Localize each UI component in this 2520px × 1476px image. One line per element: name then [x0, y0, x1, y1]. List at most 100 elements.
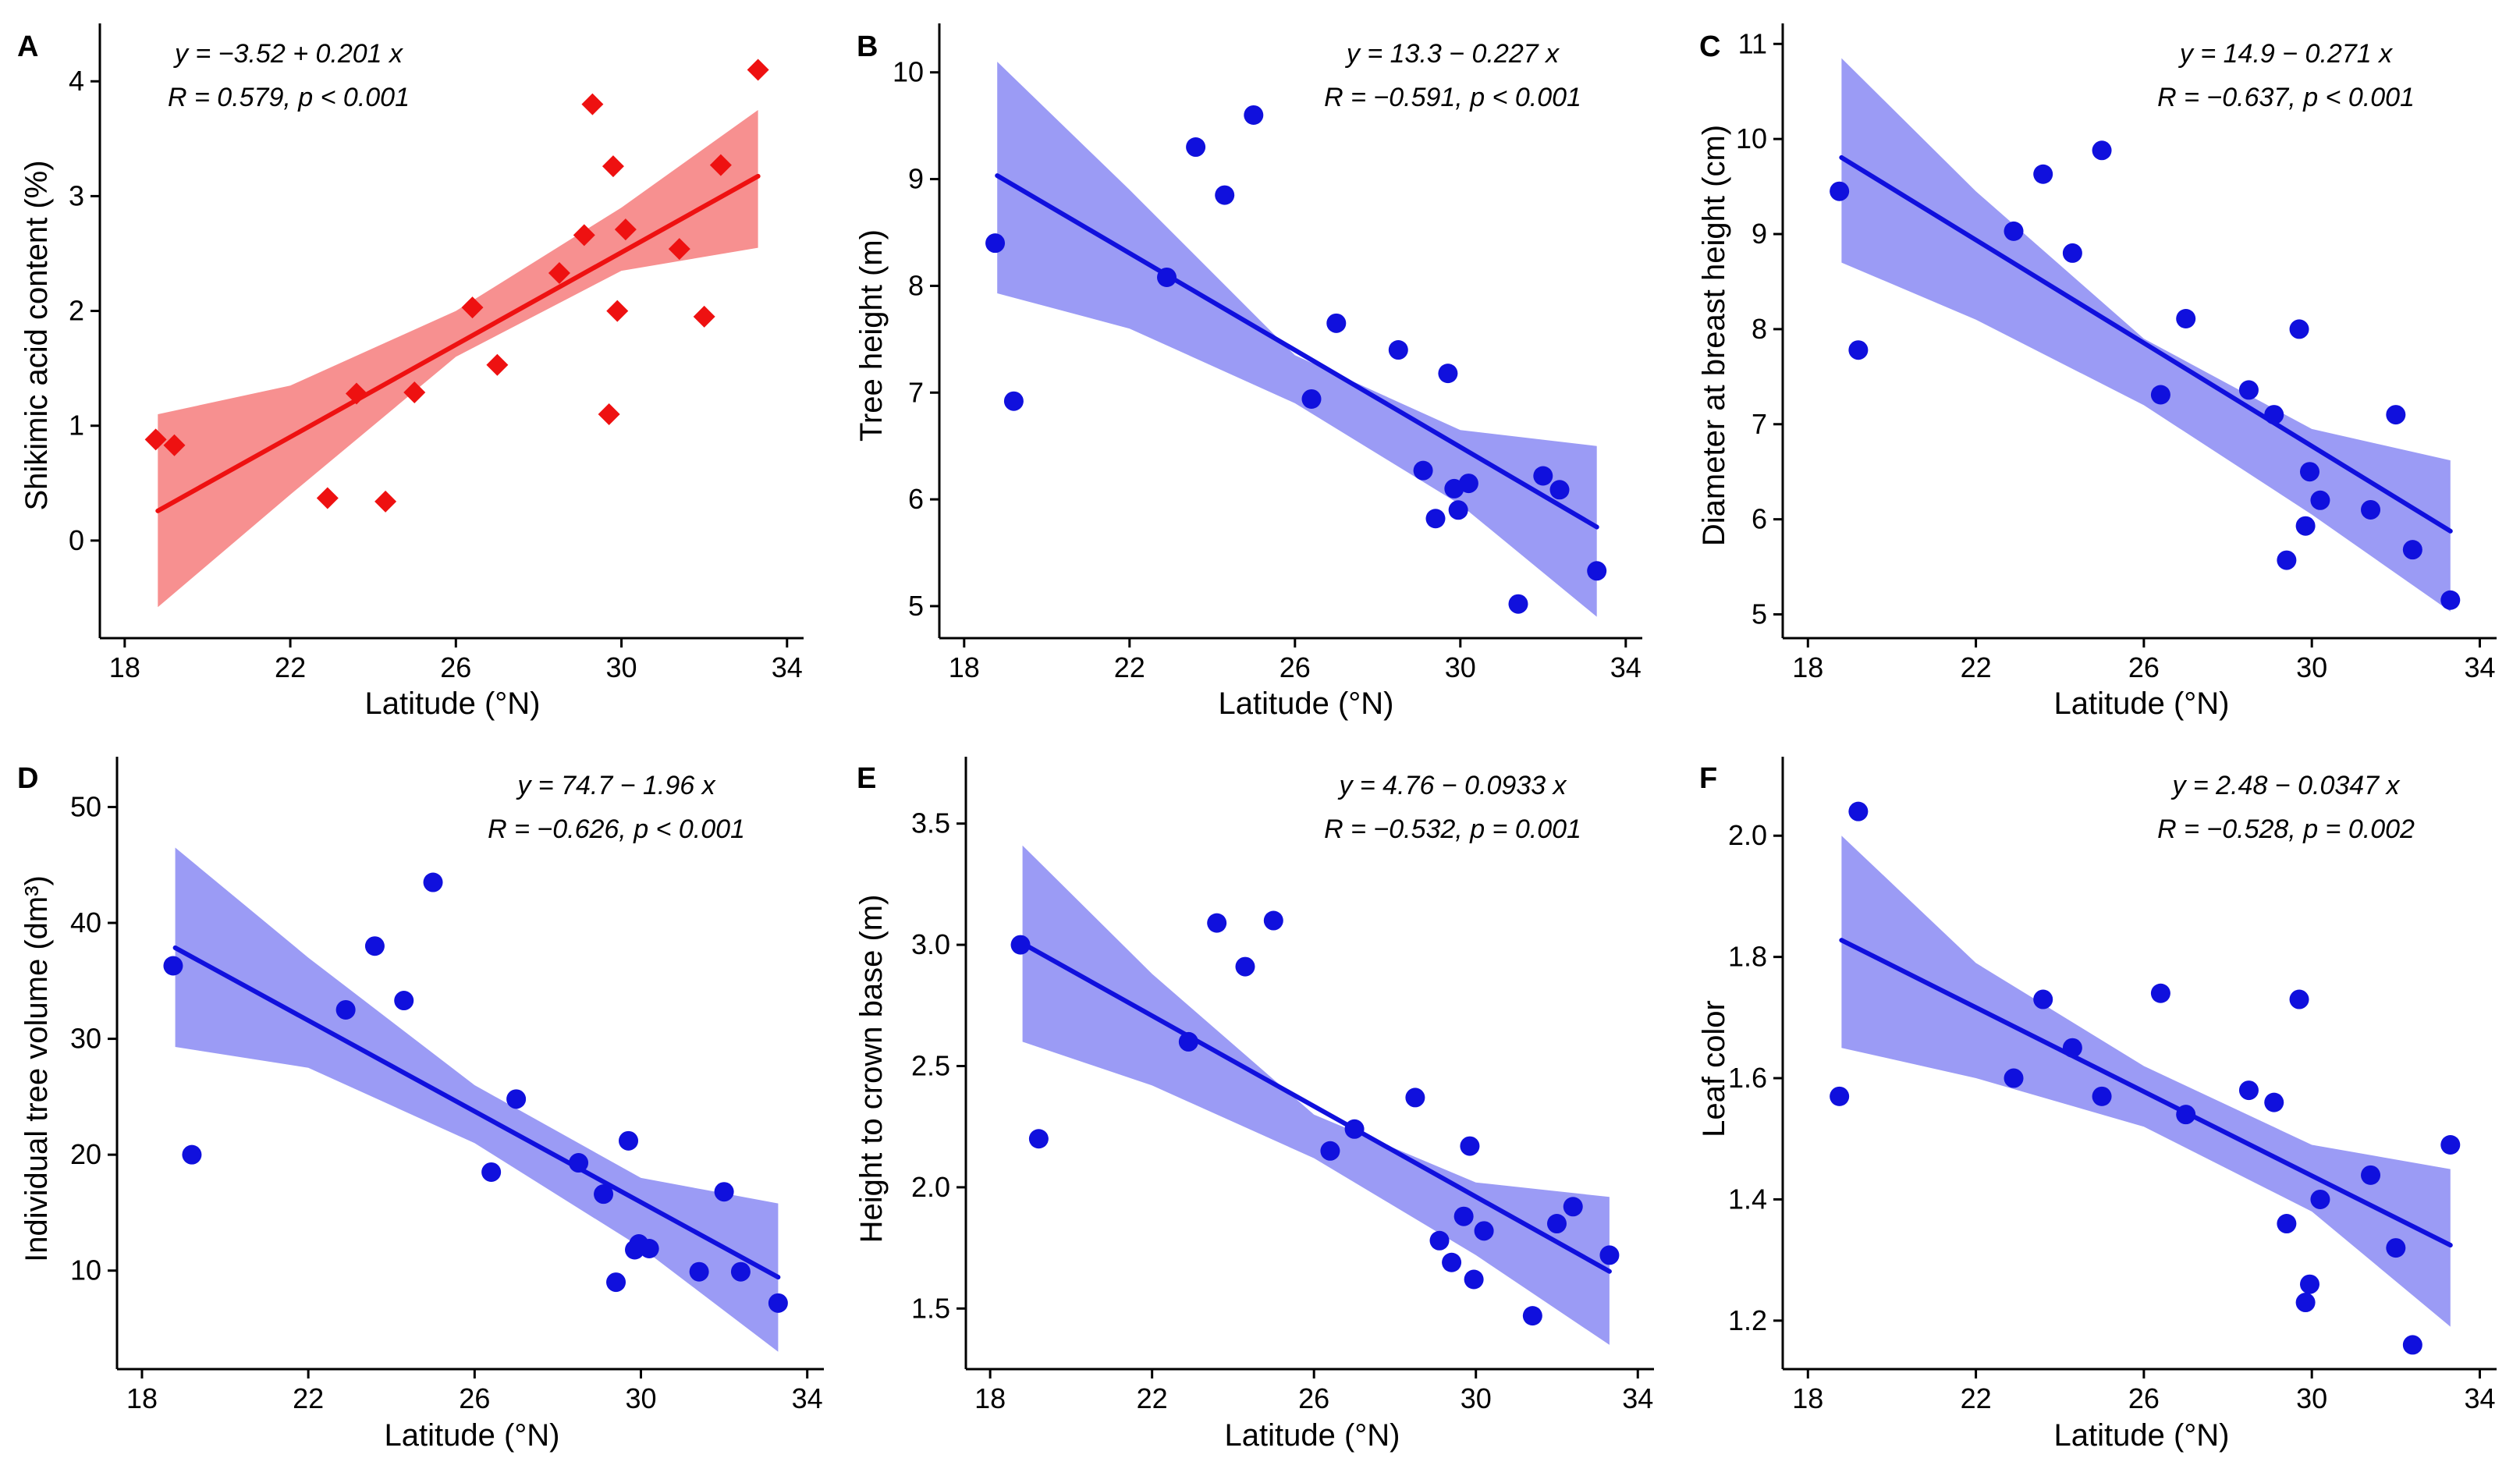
panel-d-x-tick-label: 26: [459, 1382, 490, 1414]
panel-a-equation: y = −3.52 + 0.201 x: [173, 39, 403, 69]
panel-f-data-point: [2092, 1086, 2112, 1106]
panel-d-data-point: [569, 1153, 589, 1173]
panel-f-data-point: [2295, 1293, 2316, 1313]
panel-d-data-point: [606, 1272, 626, 1293]
panel-a-x-tick-label: 18: [109, 651, 140, 683]
panel-b-x-axis-label: Latitude (°N): [1219, 687, 1394, 721]
panel-d-y-tick-label: 40: [70, 907, 101, 938]
panel-b-data-point: [1215, 185, 1235, 205]
panel-f-data-point: [2386, 1238, 2406, 1258]
panel-e-x-tick-label: 34: [1622, 1382, 1653, 1414]
panel-c-data-point: [2238, 380, 2259, 400]
panel-b-x-tick-label: 18: [949, 651, 980, 683]
panel-f-data-point: [2238, 1080, 2259, 1101]
panel-e-data-point: [1235, 956, 1255, 977]
panel-b-data-point: [1388, 340, 1408, 360]
panel-a-y-tick-label: 2: [69, 295, 84, 327]
panel-b-data-point: [1508, 594, 1528, 614]
panel-e-data-point: [1546, 1214, 1567, 1234]
panel-e-data-point: [1599, 1245, 1620, 1265]
panel-b-data-point: [1326, 313, 1347, 333]
panel-b-y-tick-label: 5: [908, 590, 924, 622]
panel-e: E 18 22 26 30 34 1.5 2.0 2.5 3.0 3.5 y = 4.76 − 0…: [854, 757, 1654, 1453]
panel-a-y-axis-label: Shikimic acid content (%): [20, 160, 54, 510]
panel-f-data-point: [2289, 989, 2309, 1009]
panel-d-y-tick-label: 10: [70, 1254, 101, 1286]
panel-c-y-tick-label: 11: [1738, 27, 1767, 59]
panel-c-data-point: [2295, 516, 2316, 536]
panel-e-y-axis-label: Height to crown base (m): [854, 895, 889, 1244]
panel-d-data-point: [364, 936, 385, 956]
panel-c-data-point: [1848, 340, 1869, 360]
panel-f-y-axis-label: Leaf color: [1697, 1000, 1731, 1137]
panel-d-label: D: [17, 762, 38, 795]
panel-b-x-tick-label: 26: [1280, 651, 1311, 683]
panel-c-data-point: [2092, 140, 2112, 161]
panel-c-equation: y = 14.9 − 0.271 x: [2178, 39, 2393, 69]
panel-b-y-tick-label: 6: [908, 483, 924, 515]
panel-f-y-tick-label: 1.8: [1728, 941, 1767, 973]
panel-c-data-point: [2299, 462, 2319, 482]
panel-d-y-tick-label: 30: [70, 1023, 101, 1055]
panel-d: D 18 22 26 30 34 10 20 30 40 50 y = 74.7 − 1.96 x…: [17, 757, 824, 1453]
panel-e-data-point: [1474, 1221, 1494, 1241]
panel-b-y-axis-label: Tree height (m): [854, 229, 889, 442]
panel-a-y-tick-label: 3: [69, 179, 84, 211]
panel-c-data-point: [2310, 490, 2330, 510]
panel-f-plot: 18 22 26 30 34 1.2 1.4 1.6 1.8 2.0: [1728, 757, 2497, 1414]
panel-e-y-tick-label: 3.5: [911, 807, 950, 839]
panel-c-y-tick-label: 10: [1736, 122, 1767, 154]
panel-b-y-tick-label: 9: [908, 163, 924, 195]
panel-a-x-tick-label: 26: [440, 651, 471, 683]
panel-a-data-point: [144, 428, 167, 451]
panel-a-data-point: [573, 224, 595, 247]
panel-f-y-tick-label: 1.2: [1728, 1304, 1767, 1336]
panel-f-data-point: [1848, 801, 1869, 821]
panel-c-y-tick-label: 9: [1752, 218, 1767, 250]
panel-c: C 18 22 26 30 34 5 6 7 8 9 10 11 y = 14.9 − 0.271 x…: [1697, 23, 2497, 721]
panel-c-data-point: [2440, 590, 2461, 610]
panel-c-data-point: [2033, 164, 2053, 184]
panel-d-data-point: [394, 991, 414, 1011]
panel-c-data-point: [2386, 405, 2406, 425]
panel-d-x-tick-label: 22: [293, 1382, 324, 1414]
panel-a-data-point: [374, 490, 397, 513]
panel-a-data-point: [598, 403, 620, 426]
panel-c-data-point: [2277, 550, 2297, 570]
panel-c-y-tick-label: 5: [1752, 598, 1767, 630]
panel-c-y-tick-label: 6: [1752, 503, 1767, 535]
panel-c-data-point: [2402, 540, 2422, 560]
panel-e-data-point: [1460, 1136, 1480, 1156]
panel-d-x-tick-label: 34: [792, 1382, 823, 1414]
panel-a-data-point: [693, 305, 715, 328]
panel-e-data-point: [1563, 1197, 1583, 1217]
panel-e-y-tick-label: 2.5: [911, 1050, 950, 1082]
panel-a-regression-line: [155, 173, 761, 513]
panel-e-plot: 18 22 26 30 34 1.5 2.0 2.5 3.0 3.5: [911, 757, 1654, 1414]
panel-d-data-point: [481, 1162, 502, 1182]
panel-c-data-point: [2004, 221, 2024, 241]
panel-b-data-point: [1458, 474, 1478, 494]
panel-f-data-point: [2062, 1038, 2082, 1058]
panel-f-data-point: [2004, 1068, 2024, 1088]
panel-d-data-point: [594, 1184, 614, 1205]
panel-e-x-axis-label: Latitude (°N): [1225, 1418, 1400, 1453]
panel-d-y-axis-label: Individual tree volume (dm³): [20, 875, 54, 1262]
panel-e-data-point: [1028, 1129, 1049, 1149]
panel-c-data-point: [1830, 181, 1850, 201]
panel-d-data-point: [730, 1261, 751, 1282]
panel-c-x-tick-label: 18: [1792, 651, 1823, 683]
panel-f-data-point: [2310, 1189, 2330, 1209]
panel-d-y-tick-label: 20: [70, 1138, 101, 1170]
panel-d-x-tick-label: 30: [625, 1382, 656, 1414]
panel-d-data-point: [689, 1261, 709, 1282]
panel-f-data-point: [2150, 983, 2170, 1003]
panel-f-x-tick-label: 34: [2464, 1382, 2495, 1414]
panel-f-x-tick-label: 22: [1961, 1382, 1992, 1414]
panel-f-y-tick-label: 1.4: [1728, 1183, 1767, 1215]
panel-b-data-point: [1448, 500, 1468, 520]
panel-b-data-point: [1413, 460, 1433, 481]
panel-e-data-point: [1429, 1230, 1450, 1251]
panel-f-data-point: [2361, 1165, 2381, 1185]
panel-b-plot: 18 22 26 30 34 5 6 7 8 9 10: [893, 23, 1642, 683]
